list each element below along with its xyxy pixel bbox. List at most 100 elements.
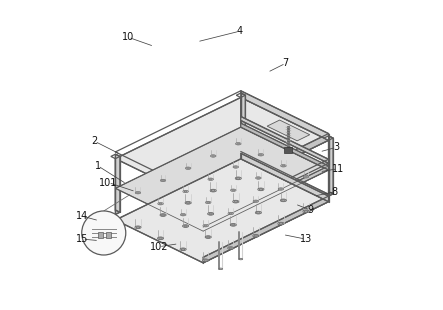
Polygon shape (267, 120, 310, 141)
Ellipse shape (219, 268, 222, 270)
Polygon shape (324, 136, 333, 140)
Ellipse shape (236, 143, 241, 145)
Polygon shape (203, 166, 329, 231)
Ellipse shape (230, 224, 236, 226)
Ellipse shape (259, 188, 263, 190)
Ellipse shape (186, 202, 190, 204)
Polygon shape (241, 95, 245, 153)
Ellipse shape (280, 188, 283, 190)
Ellipse shape (256, 177, 261, 179)
Ellipse shape (206, 236, 210, 238)
Polygon shape (115, 127, 329, 231)
Ellipse shape (282, 200, 285, 201)
Ellipse shape (136, 192, 140, 193)
Text: 1: 1 (94, 161, 101, 171)
Ellipse shape (228, 212, 233, 215)
Text: 9: 9 (307, 205, 313, 215)
Ellipse shape (210, 155, 216, 157)
Ellipse shape (162, 180, 164, 181)
Polygon shape (241, 91, 329, 140)
Ellipse shape (204, 259, 207, 261)
Ellipse shape (237, 143, 240, 144)
Ellipse shape (234, 166, 237, 168)
Ellipse shape (279, 223, 283, 224)
Ellipse shape (202, 259, 209, 262)
Text: 3: 3 (333, 142, 339, 152)
Text: 11: 11 (332, 164, 344, 174)
Polygon shape (203, 196, 329, 263)
Ellipse shape (135, 226, 141, 229)
Ellipse shape (209, 179, 212, 180)
Ellipse shape (231, 224, 235, 226)
Text: 4: 4 (237, 26, 243, 36)
Text: 10: 10 (122, 32, 134, 42)
Ellipse shape (183, 225, 189, 228)
Ellipse shape (205, 236, 211, 238)
Polygon shape (241, 117, 329, 163)
Ellipse shape (161, 214, 165, 216)
Ellipse shape (203, 224, 208, 227)
Ellipse shape (253, 200, 259, 202)
Ellipse shape (209, 213, 213, 215)
Ellipse shape (281, 165, 286, 167)
Ellipse shape (135, 192, 141, 194)
Polygon shape (241, 123, 329, 170)
Polygon shape (115, 159, 329, 263)
Ellipse shape (278, 188, 284, 190)
Ellipse shape (229, 213, 232, 214)
Ellipse shape (258, 188, 264, 191)
Ellipse shape (254, 201, 257, 202)
Ellipse shape (234, 201, 237, 202)
Polygon shape (203, 134, 329, 202)
Ellipse shape (182, 214, 185, 215)
Text: 15: 15 (76, 234, 89, 244)
Ellipse shape (160, 214, 166, 216)
Ellipse shape (304, 210, 308, 212)
Ellipse shape (233, 200, 239, 203)
Polygon shape (203, 194, 329, 259)
Ellipse shape (255, 211, 261, 214)
Text: 2: 2 (91, 136, 98, 146)
Circle shape (82, 211, 126, 255)
Ellipse shape (206, 201, 211, 204)
Ellipse shape (204, 225, 207, 226)
Polygon shape (203, 197, 208, 255)
Polygon shape (203, 199, 208, 257)
Ellipse shape (254, 235, 258, 237)
Polygon shape (198, 197, 208, 202)
Ellipse shape (253, 234, 259, 237)
Bar (284, 147, 292, 153)
Ellipse shape (259, 154, 262, 155)
Ellipse shape (180, 248, 186, 251)
Polygon shape (115, 97, 329, 202)
Ellipse shape (208, 212, 214, 215)
Ellipse shape (235, 177, 241, 180)
Text: 8: 8 (332, 187, 338, 197)
Polygon shape (241, 93, 245, 151)
Ellipse shape (184, 191, 187, 192)
Ellipse shape (159, 203, 162, 204)
Ellipse shape (303, 210, 309, 213)
Text: 101: 101 (99, 178, 117, 188)
Ellipse shape (136, 227, 140, 228)
Ellipse shape (185, 202, 191, 204)
Ellipse shape (239, 258, 243, 260)
Polygon shape (236, 93, 245, 97)
Polygon shape (241, 153, 329, 202)
Ellipse shape (212, 155, 215, 157)
Ellipse shape (206, 202, 210, 203)
Text: 14: 14 (76, 211, 89, 221)
Ellipse shape (181, 249, 185, 250)
Ellipse shape (256, 212, 260, 213)
Polygon shape (329, 138, 333, 196)
Ellipse shape (208, 178, 214, 180)
Ellipse shape (183, 190, 188, 193)
Ellipse shape (185, 167, 191, 170)
Ellipse shape (184, 225, 187, 227)
Ellipse shape (158, 202, 163, 205)
Ellipse shape (257, 177, 260, 179)
Text: 7: 7 (283, 58, 289, 68)
Ellipse shape (282, 165, 285, 166)
Ellipse shape (237, 178, 240, 179)
Ellipse shape (228, 247, 234, 250)
